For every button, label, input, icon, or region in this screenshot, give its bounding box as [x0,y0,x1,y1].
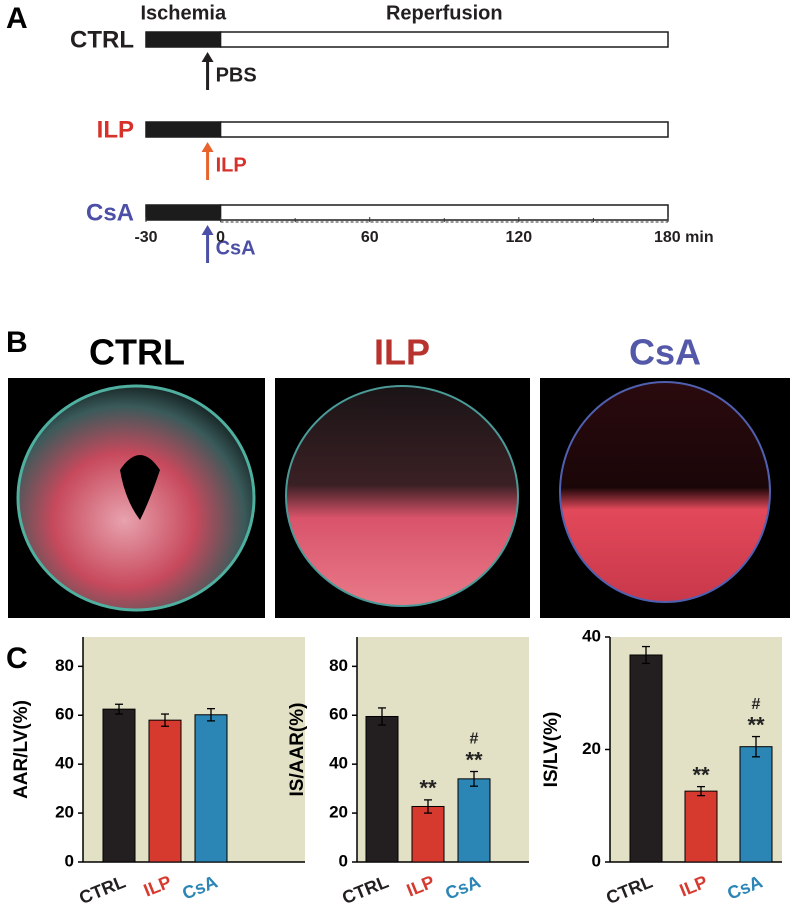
x-tick-label: ILP [141,872,174,901]
bar [148,719,182,863]
x-tick-label: CTRL [76,872,128,904]
x-tick-label: 120 [506,229,533,246]
significance-mark: # [470,731,479,748]
treatment-label: PBS [216,64,257,86]
y-tick-label: 40 [329,754,348,773]
phase-label: Reperfusion [386,2,503,24]
y-axis-label: IS/AAR(%) [287,703,308,797]
panel-label: A [6,2,28,35]
bar [629,654,663,863]
y-tick-label: 20 [582,739,601,758]
x-tick-label: CsA [442,872,483,904]
x-tick-label: CsA [179,872,220,904]
y-tick-label: 40 [582,626,601,645]
y-tick-label: 80 [329,656,348,675]
heart-slice [285,385,519,607]
phase-bar [145,204,222,221]
phase-bar [219,204,669,221]
x-tick-label: -30 [134,229,157,246]
bar [102,708,136,863]
treatment-label: CsA [216,237,256,259]
significance-mark: ** [747,712,765,737]
treatment-label: ILP [216,154,247,176]
x-tick-label: ILP [404,872,437,901]
y-tick-label: 80 [55,656,74,675]
phase-bar [145,121,222,138]
arrow-head [201,225,214,235]
bar [194,714,228,863]
lumen [120,455,160,520]
x-tick-label: 180 min [654,229,714,246]
y-axis-label: AAR/LV(%) [11,700,32,799]
row-label: ILP [97,116,134,143]
y-tick-label: 60 [329,705,348,724]
y-axis-label: IS/LV(%) [541,712,562,788]
phase-bar [145,31,222,48]
y-tick-label: 60 [55,705,74,724]
significance-mark: # [752,696,761,713]
y-tick-label: 0 [65,851,74,870]
y-tick-label: 0 [592,851,601,870]
phase-bar [219,31,669,48]
x-tick-label: 60 [361,229,379,246]
bar [457,778,491,863]
y-tick-label: 0 [339,851,348,870]
x-tick-label: CTRL [603,872,655,904]
phase-label: Ischemia [140,2,226,24]
bar [684,790,718,863]
panel-label: B [6,326,28,359]
row-label: CsA [86,199,134,226]
significance-mark: ** [692,762,710,787]
y-tick-label: 20 [55,803,74,822]
phase-bar [219,121,669,138]
y-tick-label: 20 [329,803,348,822]
significance-mark: ** [419,776,437,801]
x-tick-label: CTRL [339,872,391,904]
x-tick-label: 0 [216,229,225,246]
significance-mark: ** [465,747,483,772]
image-title: CsA [629,332,701,373]
image-title: CTRL [89,332,185,373]
bar [411,805,445,863]
row-label: CTRL [70,26,134,53]
y-tick-label: 40 [55,754,74,773]
arrow-head [201,142,214,152]
bar [365,715,399,863]
x-tick-label: CsA [724,872,765,904]
panel-label: C [6,642,28,675]
arrow-head [201,52,214,62]
image-title: ILP [374,332,430,373]
bar [739,746,773,863]
heart-slice [559,381,771,603]
x-tick-label: ILP [677,872,710,901]
